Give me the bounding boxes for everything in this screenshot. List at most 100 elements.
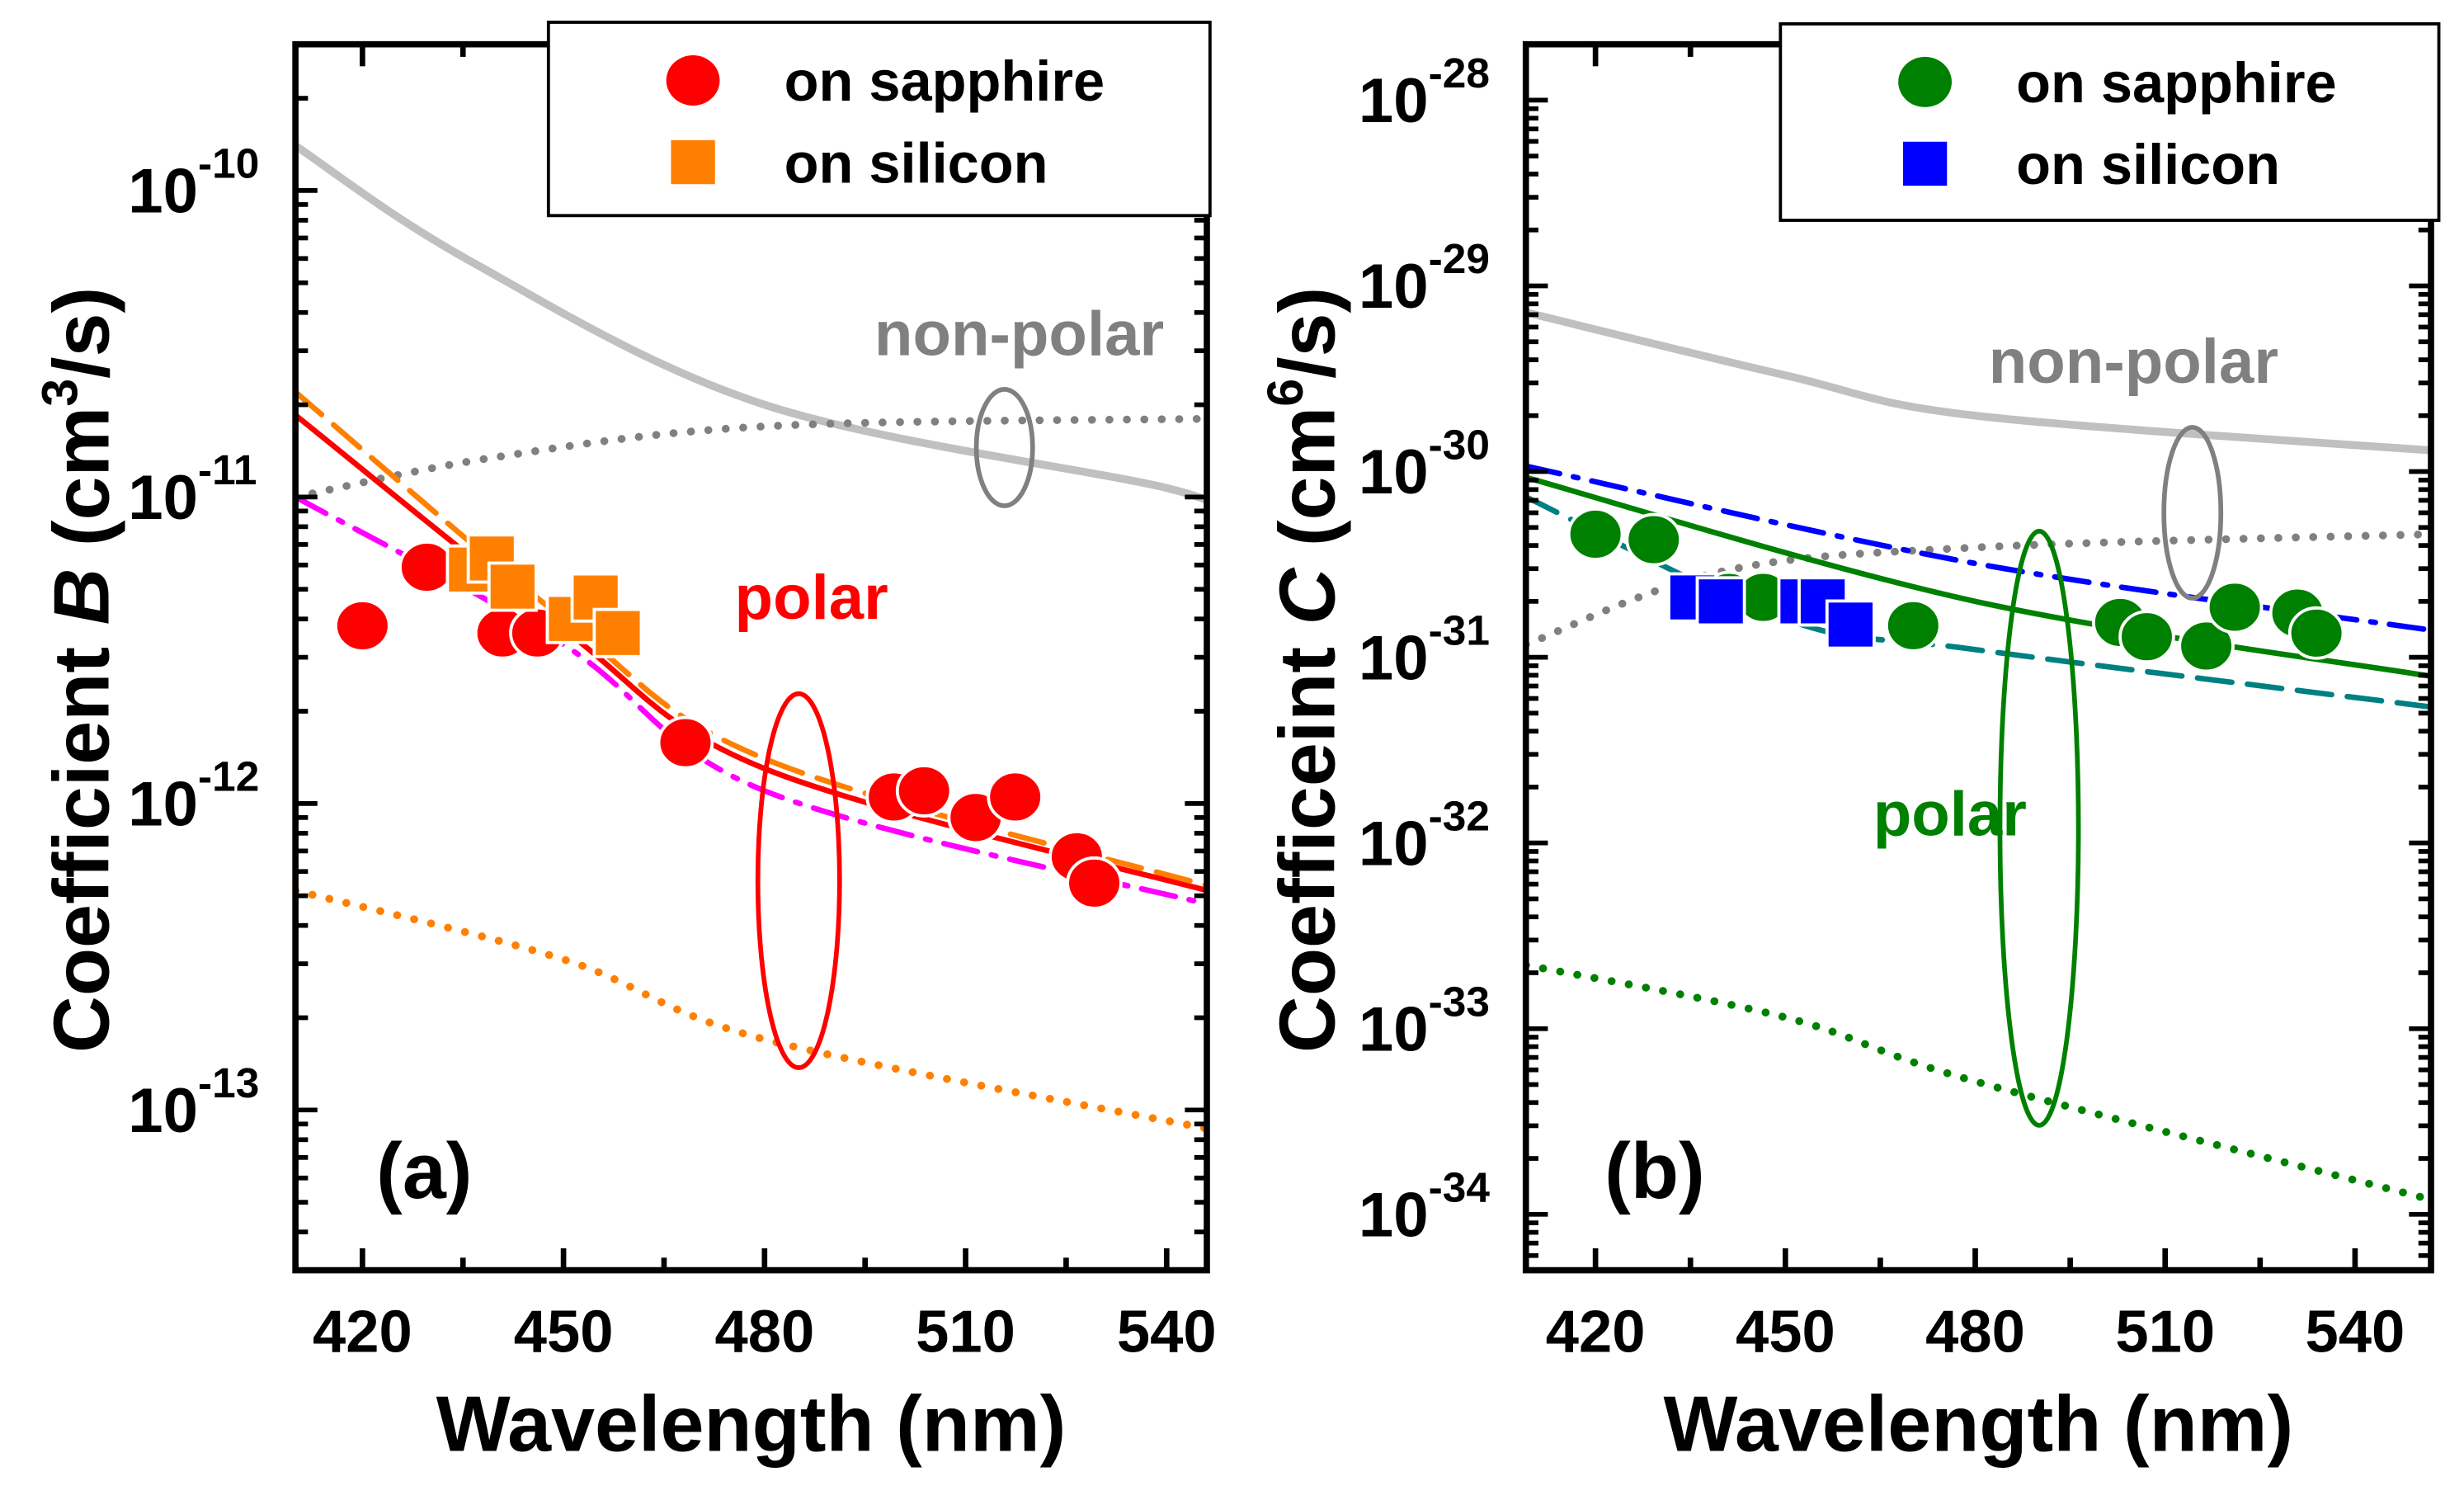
curves [295,141,1208,1133]
x-tick-label: 510 [2115,1299,2215,1366]
y-axis-label-part: 3 [31,379,87,407]
x-tick-label: 420 [1546,1299,1646,1366]
y-tick-label: 10 [128,463,198,533]
data-point-circle [2118,610,2175,664]
y-tick-exponent: -32 [1429,791,1490,839]
y-tick-label: 10 [128,1076,198,1146]
legend-box [1779,21,2441,222]
curve-solid-0 [1525,308,2431,455]
y-tick-base: 10 [128,1076,198,1146]
y-tick-base: 10 [1359,437,1429,507]
data-point-circle [1066,856,1123,910]
plot-frame [292,40,1210,1274]
legend-label: on sapphire [784,50,1105,113]
y-tick-label: 10 [128,770,198,840]
annotation-non-polar: non-polar [1989,327,2278,397]
y-tick-exponent: -13 [198,1059,259,1106]
x-tick-label: 540 [2306,1299,2405,1366]
y-tick-base: 10 [128,463,198,533]
x-axis-label: Wavelength (nm) [436,1381,1067,1469]
x-tick-label: 450 [1736,1299,1835,1366]
legend-label: on silicon [2016,133,2280,196]
y-tick-label: 10 [128,157,198,227]
y-axis-label-part: /s) [1264,287,1351,379]
y-tick-exponent: -33 [1429,977,1490,1025]
y-tick-exponent: -34 [1429,1163,1491,1211]
curve-solid-2 [295,412,1208,894]
y-tick-label: 10 [1359,994,1429,1064]
data-point-circle [657,715,714,770]
data-point-circle [895,764,953,818]
data-point-square [1825,599,1876,650]
y-tick-base: 10 [1359,809,1429,879]
y-axis-label-part: Coefficeint [1264,625,1351,1053]
y-tick-exponent: -28 [1429,49,1490,97]
legend-marker-circle [1898,56,1952,107]
y-tick-base: 10 [1359,994,1429,1064]
x-tick-label: 510 [916,1299,1015,1366]
y-axis-label-part: /s) [38,287,125,379]
x-tick-label: 480 [1925,1299,2025,1366]
x-tick-label: 420 [313,1299,412,1366]
data-point-circle [1567,507,1624,561]
data-point-circle [334,599,391,653]
annotation-ellipse-1 [755,691,842,1070]
y-tick-label: 10 [1359,437,1429,507]
curve-dotted-5 [1525,960,2431,1204]
legend-label: on silicon [784,131,1048,195]
y-tick-label: 10 [1359,66,1429,136]
curve-solid-0 [295,141,1208,517]
curves [1525,308,2431,1204]
y-tick-label: 10 [1359,809,1429,879]
legend: on sapphire on silicon [546,21,1212,218]
y-tick-base: 10 [1359,66,1429,136]
data-point-circle [987,770,1044,824]
y-axis-label-part: C [1264,567,1351,625]
data-point-circle [2206,580,2264,634]
y-axis-label-part: (cm [1264,407,1351,568]
panel-label: (b) [1604,1128,1705,1215]
y-axis-label-part: 6 [1257,379,1313,407]
y-tick-exponent: -29 [1429,234,1490,282]
data-point-square [592,607,643,658]
annotation-non-polar: non-polar [874,300,1164,370]
legend-box [546,21,1212,218]
curve-dotted-5 [295,886,1208,1133]
y-axis-label: Coefficeint C (cm6/s) [1257,287,1351,1053]
y-tick-label: 10 [1359,1180,1429,1250]
annotation-polar: polar [735,563,888,633]
y-axis-label-part: (cm [38,407,125,568]
x-axis-label: Wavelength (nm) [1664,1381,2294,1469]
y-axis-label-part: B [38,568,125,625]
data-point-square [487,561,538,612]
legend: on sapphire on silicon [1779,21,2441,222]
legend-label: on sapphire [2016,51,2337,115]
y-tick-base: 10 [128,770,198,840]
y-tick-exponent: -10 [198,139,259,187]
data-point-circle [1625,512,1683,567]
panel-b: 420 450 480 510 54010-2810-2910-3010-3110-32… [1257,21,2441,1469]
legend-marker-square [671,139,715,185]
panel-label: (a) [376,1128,472,1215]
curve-dashed-4 [1525,493,2431,710]
y-tick-exponent: -12 [198,752,259,800]
data-point-circle [2287,606,2345,660]
y-tick-base: 10 [1359,1180,1429,1250]
annotation-ellipse-0 [2161,425,2224,601]
y-tick-base: 10 [128,157,198,227]
annotation-polar: polar [1873,779,2027,849]
annotation-ellipse-1 [1997,528,2081,1128]
data-point-circle [2178,619,2235,673]
data-point-circle [1885,598,1942,653]
y-tick-base: 10 [1359,623,1429,693]
y-tick-exponent: -11 [198,446,257,493]
y-axis-label: Coefficient B (cm3/s) [31,287,125,1053]
y-tick-exponent: -31 [1429,606,1490,653]
x-tick-label: 450 [514,1299,614,1366]
y-tick-label: 10 [1359,623,1429,693]
curve-dashed-3 [295,389,1208,889]
y-tick-exponent: -30 [1429,420,1490,468]
data-point-square [1695,576,1746,627]
